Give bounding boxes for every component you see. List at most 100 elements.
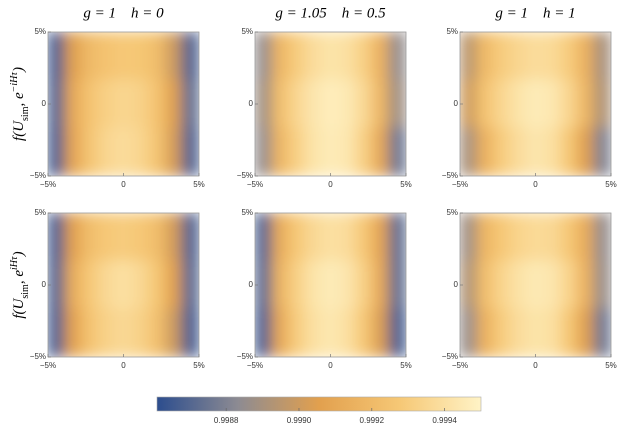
heat-cell — [131, 79, 150, 129]
x-tick-label: 0 — [533, 180, 538, 189]
heat-cell — [97, 213, 116, 262]
row-label-part: , e — [11, 270, 27, 285]
heatmap — [255, 32, 406, 176]
heat-cell — [355, 32, 373, 81]
plot-area — [48, 32, 199, 176]
plot-area — [48, 213, 199, 357]
x-tick-label: 0 — [328, 180, 333, 189]
heat-cell — [304, 213, 323, 262]
heat-cell — [288, 79, 306, 129]
heat-cell — [304, 308, 323, 357]
heat-cell — [181, 127, 199, 176]
heat-cell — [64, 79, 83, 129]
x-tick-label: −5% — [40, 361, 56, 370]
heat-cell — [371, 32, 390, 81]
y-tick-label: 5% — [446, 208, 458, 217]
heat-cell — [64, 260, 83, 310]
column-title: g = 1.05 h = 0.5 — [275, 5, 386, 21]
heat-cell — [304, 127, 323, 176]
heat-cell — [304, 260, 323, 310]
heat-cell — [371, 79, 390, 129]
heat-cell — [509, 127, 528, 176]
heat-cell — [181, 79, 199, 129]
heat-cell — [476, 127, 495, 176]
heat-cell — [181, 308, 199, 357]
heat-cell — [48, 79, 66, 129]
colorbar-tick-label: 0.9990 — [287, 416, 312, 425]
x-tick-label: −5% — [452, 361, 468, 370]
heat-cell — [321, 260, 340, 310]
y-tick-label: 5% — [241, 208, 253, 217]
heat-cell — [81, 127, 99, 176]
heat-cell — [48, 213, 66, 262]
heat-cell — [271, 260, 290, 310]
row-label-part: f(U — [11, 297, 27, 318]
row-label-part: −iHτ — [9, 72, 20, 93]
heat-cell — [509, 32, 528, 81]
row-label-part: ) — [11, 67, 27, 73]
row-label: f(Usim, e−iHτ) — [9, 67, 31, 141]
heat-cell — [493, 79, 511, 129]
heat-cell — [164, 260, 183, 310]
heat-cell — [509, 260, 528, 310]
heat-cell — [114, 308, 133, 357]
x-tick-label: −5% — [40, 180, 56, 189]
heat-cell — [48, 308, 66, 357]
y-tick-label: 5% — [34, 27, 46, 36]
row-label-part: f(U — [11, 120, 27, 141]
heat-cell — [148, 32, 166, 81]
heat-cell — [48, 127, 66, 176]
row-label: f(Usim, eiHτ) — [9, 251, 31, 318]
heat-cell — [560, 79, 578, 129]
heat-cell — [543, 213, 562, 262]
heat-cell — [388, 32, 406, 81]
colorbar-tick-label: 0.9994 — [432, 416, 457, 425]
heat-cell — [388, 260, 406, 310]
heat-cell — [97, 308, 116, 357]
heat-cell — [255, 79, 273, 129]
heat-cell — [593, 79, 611, 129]
heat-cell — [543, 308, 562, 357]
heat-cell — [388, 308, 406, 357]
heat-cell — [560, 127, 578, 176]
heat-cell — [388, 127, 406, 176]
x-tick-label: 0 — [533, 361, 538, 370]
heat-cell — [97, 260, 116, 310]
heat-cell — [560, 308, 578, 357]
heat-cell — [288, 32, 306, 81]
heat-cell — [64, 213, 83, 262]
y-tick-label: 0 — [454, 99, 459, 108]
plot-area — [460, 32, 611, 176]
heat-cell — [560, 213, 578, 262]
heat-cell — [114, 213, 133, 262]
heat-cell — [493, 308, 511, 357]
heat-cell — [148, 127, 166, 176]
heat-cell — [64, 127, 83, 176]
heat-cell — [81, 260, 99, 310]
row-label-part: , e — [11, 92, 27, 107]
heat-cell — [543, 127, 562, 176]
row-label-part: sim — [20, 106, 31, 121]
plot-area — [255, 32, 406, 176]
heat-cell — [338, 127, 357, 176]
heat-cell — [543, 32, 562, 81]
heatmap — [460, 213, 611, 357]
heat-cell — [288, 213, 306, 262]
heat-cell — [476, 260, 495, 310]
x-tick-label: 5% — [400, 180, 412, 189]
heat-cell — [181, 32, 199, 81]
heat-cell — [355, 308, 373, 357]
x-tick-label: −5% — [452, 180, 468, 189]
heat-cell — [355, 127, 373, 176]
heat-cell — [131, 32, 150, 81]
heat-cell — [493, 213, 511, 262]
heat-cell — [131, 127, 150, 176]
x-tick-label: −5% — [247, 180, 263, 189]
heat-cell — [460, 127, 478, 176]
heat-cell — [114, 127, 133, 176]
heat-cell — [304, 32, 323, 81]
heat-cell — [355, 79, 373, 129]
heat-cell — [338, 32, 357, 81]
y-tick-label: −5% — [442, 171, 458, 180]
heat-cell — [460, 308, 478, 357]
